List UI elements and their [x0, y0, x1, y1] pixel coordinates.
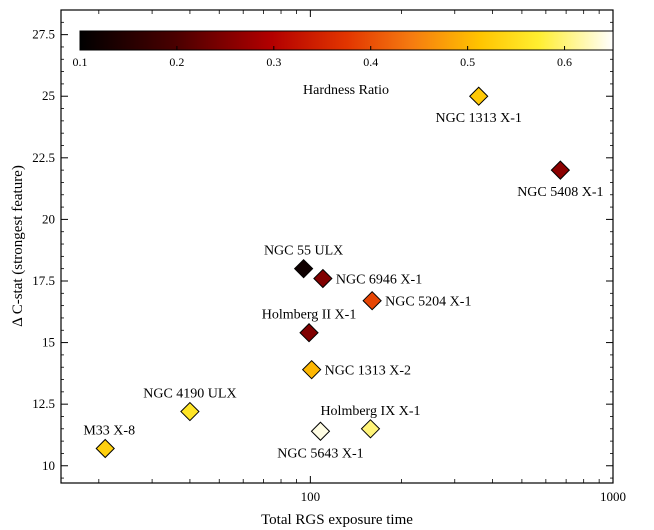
data-point [313, 268, 333, 289]
data-point [95, 438, 115, 459]
data-point [180, 401, 200, 422]
data-point-label: NGC 5408 X-1 [517, 185, 603, 200]
data-point [301, 359, 322, 380]
data-point [550, 160, 571, 180]
y-tick-label: 20 [42, 211, 55, 226]
data-point-label: NGC 1313 X-1 [436, 111, 522, 126]
data-point-label: NGC 5204 X-1 [385, 295, 471, 310]
x-axis: 100 1000 [98, 10, 626, 504]
data-point [362, 290, 382, 311]
data-point-label: NGC 1313 X-2 [325, 364, 411, 379]
y-axis-title: Δ C-stat (strongest feature) [10, 165, 26, 327]
y-tick-label: 10 [42, 458, 55, 473]
y-tick-label: 27.5 [32, 27, 55, 42]
data-point-label: M33 X-8 [83, 424, 135, 439]
data-point-label: Holmberg IX X-1 [320, 404, 420, 419]
y-tick-label: 17.5 [32, 273, 55, 288]
plot-area-frame [60, 9, 614, 484]
data-point [310, 421, 331, 441]
x-tick-label: 100 [301, 489, 321, 504]
colorbar: 0.1 0.2 0.3 0.4 0.5 0.6 Hardness Ratio [73, 30, 614, 98]
data-points [95, 86, 571, 459]
data-point [299, 323, 319, 343]
y-tick-label: 22.5 [32, 150, 55, 165]
data-point [469, 86, 489, 106]
data-point-label: NGC 4190 ULX [143, 387, 236, 402]
y-tick-label: 12.5 [32, 396, 55, 411]
data-point-label: NGC 55 ULX [264, 244, 343, 259]
colorbar-tick-label: 0.5 [460, 55, 475, 69]
y-tick-label: 25 [42, 88, 55, 103]
data-point-label: NGC 6946 X-1 [336, 273, 422, 288]
colorbar-title: Hardness Ratio [303, 83, 389, 98]
colorbar-ticks: 0.1 0.2 0.3 0.4 0.5 0.6 [73, 46, 572, 69]
colorbar-tick-label: 0.1 [73, 55, 88, 69]
colorbar-gradient [79, 30, 614, 51]
y-tick-label: 15 [42, 335, 55, 350]
data-point-label: NGC 5643 X-1 [277, 446, 363, 461]
colorbar-tick-label: 0.4 [363, 55, 378, 69]
colorbar-tick-label: 0.2 [169, 55, 184, 69]
y-axis: 10 12.5 15 17.5 20 22.5 25 27.5 [32, 9, 613, 479]
data-point [360, 419, 381, 439]
colorbar-tick-label: 0.6 [557, 55, 572, 69]
data-point-labels: NGC 1313 X-1 NGC 5408 X-1 NGC 55 ULX NGC 69… [83, 111, 603, 461]
colorbar-tick-label: 0.3 [266, 55, 281, 69]
x-tick-label: 1000 [600, 489, 626, 504]
data-point-label: Holmberg II X-1 [262, 308, 357, 323]
x-axis-title: Total RGS exposure time [261, 512, 413, 528]
data-point [293, 258, 314, 279]
